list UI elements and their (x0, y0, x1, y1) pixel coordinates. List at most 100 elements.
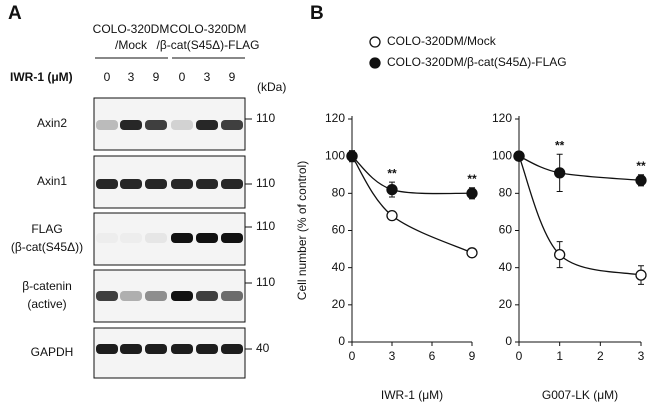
band (96, 233, 118, 243)
row-label: FLAG (31, 222, 62, 236)
y-tick-label: 60 (332, 223, 346, 237)
x-tick-label: 9 (469, 349, 476, 363)
band (171, 120, 193, 130)
panel-label: A (8, 3, 22, 24)
data-point (635, 174, 647, 186)
x-tick-label: 0 (516, 349, 523, 363)
blot-box (93, 212, 246, 266)
band (96, 120, 118, 130)
band (196, 179, 218, 189)
y-tick-label: 100 (325, 148, 345, 162)
band (96, 179, 118, 189)
y-tick-label: 80 (332, 186, 346, 200)
legend-label: COLO-320DM/Mock (387, 34, 497, 48)
band (221, 120, 243, 130)
mw-label: 40 (256, 341, 270, 355)
blot-box (93, 327, 246, 379)
x-tick-label: 3 (638, 349, 645, 363)
y-tick-label: 0 (505, 334, 512, 348)
x-axis-label: IWR-1 (μM) (381, 388, 443, 402)
band (196, 344, 218, 354)
y-tick-label: 80 (499, 186, 513, 200)
band (196, 291, 218, 301)
band (145, 291, 167, 301)
band (221, 291, 243, 301)
band (120, 291, 142, 301)
band (120, 344, 142, 354)
mw-label: 110 (256, 111, 275, 125)
y-tick-label: 20 (332, 297, 346, 311)
band (145, 344, 167, 354)
x-tick-label: 0 (349, 349, 356, 363)
significance: ** (555, 138, 565, 152)
group-label: COLO-320DM (170, 22, 247, 36)
blot-box (93, 155, 246, 209)
band (171, 344, 193, 354)
lane-label: 3 (204, 70, 211, 84)
row-label: (active) (27, 297, 66, 311)
lane-label: 9 (229, 70, 236, 84)
band (120, 120, 142, 130)
row-label: GAPDH (31, 345, 74, 359)
y-tick-label: 20 (499, 297, 513, 311)
lane-label: 0 (179, 70, 186, 84)
mw-label: 110 (256, 219, 275, 233)
data-point (466, 187, 478, 199)
significance: ** (387, 166, 397, 180)
y-tick-label: 40 (332, 260, 346, 274)
blot-box (93, 97, 246, 151)
x-tick-label: 1 (556, 349, 563, 363)
band (221, 179, 243, 189)
series-line (518, 155, 642, 181)
row-label: Axin2 (37, 116, 67, 130)
mw-label: 110 (256, 275, 275, 289)
group-label: COLO-320DM (93, 22, 170, 36)
series-line (518, 155, 642, 276)
data-point (554, 167, 566, 179)
row-label: (β-cat(S45Δ)) (11, 240, 83, 254)
data-point (554, 249, 566, 261)
significance: ** (467, 172, 477, 186)
y-axis-label: Cell number (% of control) (295, 161, 309, 300)
mw-label: 110 (256, 176, 275, 190)
band (145, 179, 167, 189)
x-tick-label: 2 (597, 349, 604, 363)
x-tick-label: 3 (389, 349, 396, 363)
band (171, 233, 193, 243)
band (196, 120, 218, 130)
y-tick-label: 100 (492, 148, 512, 162)
group-label: /β-cat(S45Δ)-FLAG (157, 38, 260, 52)
band (171, 291, 193, 301)
group-label: /Mock (115, 38, 148, 52)
band (171, 179, 193, 189)
significance: ** (636, 159, 646, 173)
legend-marker (369, 36, 381, 48)
data-point (466, 247, 478, 259)
series-line (351, 155, 473, 254)
blot-box (93, 269, 246, 323)
lane-label: 0 (104, 70, 111, 84)
data-point (635, 269, 647, 281)
row-label: β-catenin (22, 279, 72, 293)
x-tick-label: 6 (429, 349, 436, 363)
band (196, 233, 218, 243)
treatment-label: IWR-1 (μM) (10, 70, 73, 84)
legend-marker (369, 57, 381, 69)
legend-label: COLO-320DM/β-cat(S45Δ)-FLAG (387, 55, 567, 69)
band (145, 120, 167, 130)
band (120, 233, 142, 243)
y-tick-label: 120 (492, 111, 512, 125)
data-point (513, 150, 525, 162)
band (96, 291, 118, 301)
band (145, 233, 167, 243)
lane-label: 9 (153, 70, 160, 84)
data-point (346, 150, 358, 162)
data-point (386, 183, 398, 196)
band (221, 233, 243, 243)
band (120, 179, 142, 189)
band (96, 344, 118, 354)
y-tick-label: 60 (499, 223, 513, 237)
y-tick-label: 0 (338, 334, 345, 348)
